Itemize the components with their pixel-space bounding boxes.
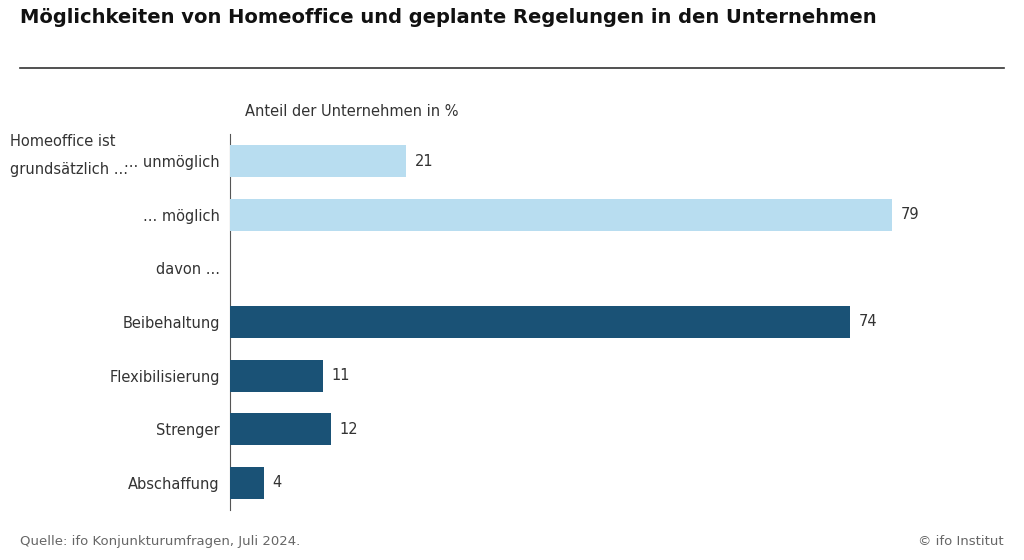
Text: 21: 21 — [415, 153, 433, 169]
Bar — [230, 360, 323, 391]
Text: grundsätzlich ...: grundsätzlich ... — [10, 162, 128, 178]
Bar — [230, 466, 264, 499]
Bar — [230, 145, 407, 178]
Bar — [230, 306, 850, 338]
Text: 11: 11 — [331, 368, 349, 383]
Bar — [230, 199, 892, 231]
Bar — [230, 413, 331, 445]
Text: Quelle: ifo Konjunkturumfragen, Juli 2024.: Quelle: ifo Konjunkturumfragen, Juli 202… — [20, 535, 301, 548]
Text: © ifo Institut: © ifo Institut — [918, 535, 1004, 548]
Text: Homeoffice ist: Homeoffice ist — [10, 134, 116, 150]
Text: 79: 79 — [901, 207, 920, 222]
Text: 74: 74 — [859, 315, 878, 329]
Text: Möglichkeiten von Homeoffice und geplante Regelungen in den Unternehmen: Möglichkeiten von Homeoffice und geplant… — [20, 8, 878, 27]
Text: Anteil der Unternehmen in %: Anteil der Unternehmen in % — [245, 104, 459, 119]
Text: 4: 4 — [272, 475, 282, 491]
Text: 12: 12 — [339, 422, 358, 437]
